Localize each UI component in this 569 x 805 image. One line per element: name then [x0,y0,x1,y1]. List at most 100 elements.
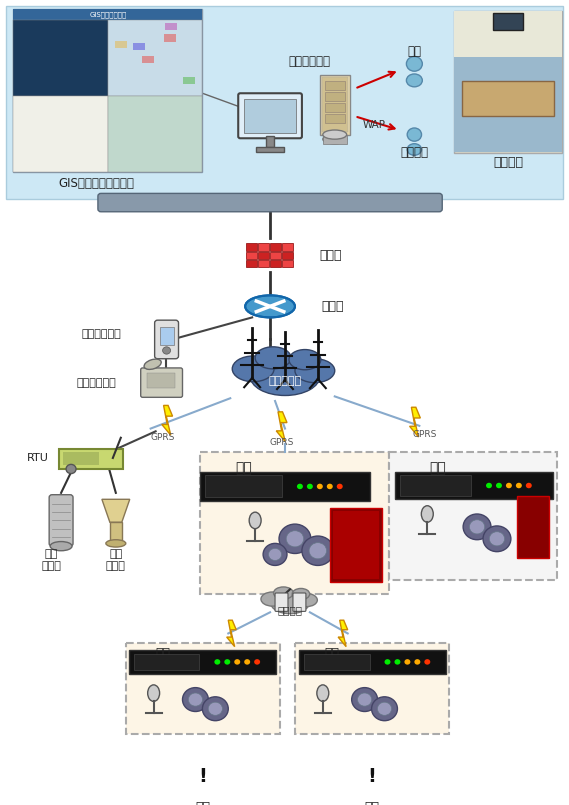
Text: 手机用户: 手机用户 [401,147,428,159]
Bar [164,23,176,30]
Bar [325,103,345,112]
Ellipse shape [323,134,347,144]
Bar [322,76,348,132]
Bar [304,654,370,671]
Polygon shape [338,620,348,646]
Bar [13,9,203,20]
Ellipse shape [274,587,293,599]
Bar [108,20,203,96]
Circle shape [317,484,323,489]
Bar [110,522,122,541]
Circle shape [394,659,401,665]
Bar [454,10,562,153]
Bar [142,56,154,63]
Bar [270,260,281,267]
Circle shape [66,464,76,473]
Ellipse shape [295,593,318,607]
Ellipse shape [289,349,321,369]
Bar [270,252,281,259]
Bar [126,642,280,734]
Text: GPRS: GPRS [412,431,436,440]
Circle shape [208,702,222,716]
Circle shape [424,659,430,665]
Ellipse shape [144,359,161,369]
FancyBboxPatch shape [141,368,183,398]
Circle shape [302,536,334,565]
Circle shape [307,484,313,489]
Circle shape [407,128,422,141]
Circle shape [489,532,505,546]
Ellipse shape [250,357,320,395]
Bar [13,20,108,96]
Ellipse shape [406,74,422,87]
Circle shape [463,514,491,539]
Text: 主控中心: 主控中心 [493,155,523,169]
Text: 雨量
传感器: 雨量 传感器 [106,549,126,571]
Circle shape [372,697,397,720]
Text: GIS灾害管理软件: GIS灾害管理软件 [89,11,126,18]
Ellipse shape [295,359,335,382]
Ellipse shape [255,347,291,369]
Circle shape [224,659,230,665]
Circle shape [279,524,311,554]
Bar [256,147,284,152]
Bar [246,243,257,251]
Ellipse shape [50,542,72,551]
FancyBboxPatch shape [238,93,302,138]
Text: 电话紧急播播: 电话紧急播播 [76,378,116,388]
Circle shape [269,548,282,560]
Text: RTU: RTU [27,453,49,463]
Bar [454,57,562,152]
Bar [390,452,556,580]
Circle shape [377,702,391,716]
Circle shape [188,693,203,706]
FancyBboxPatch shape [98,193,442,212]
Text: GIS灾害预警发布平台: GIS灾害预警发布平台 [58,177,134,190]
Polygon shape [162,406,172,436]
Bar [63,452,99,465]
Text: 村庄: 村庄 [195,802,210,805]
Text: GPRS: GPRS [150,433,175,442]
Ellipse shape [148,685,160,701]
Bar [517,496,549,558]
Circle shape [337,484,343,489]
Text: 水位
传感器: 水位 传感器 [41,549,61,571]
FancyBboxPatch shape [49,495,73,546]
Circle shape [506,483,512,489]
Circle shape [352,687,378,712]
Polygon shape [102,499,130,522]
Circle shape [244,659,250,665]
Ellipse shape [245,295,295,317]
Text: 数据库服务器: 数据库服务器 [289,55,331,68]
Bar [295,642,449,734]
Bar [320,75,350,134]
Circle shape [254,659,260,665]
Circle shape [263,543,287,565]
Polygon shape [410,407,420,437]
Circle shape [405,659,410,665]
Bar [282,260,293,267]
Bar [183,76,195,84]
Circle shape [357,693,372,706]
Bar [205,476,282,497]
Bar [147,374,175,388]
Bar [246,260,257,267]
Polygon shape [348,750,395,782]
Circle shape [286,530,304,547]
Polygon shape [226,620,236,646]
Circle shape [163,347,171,354]
Circle shape [203,697,228,720]
Ellipse shape [261,592,284,606]
Text: 主站: 主站 [235,461,252,475]
Ellipse shape [421,506,433,522]
Text: 手机短信播报: 手机短信播报 [81,329,121,339]
Circle shape [234,659,240,665]
Bar [282,252,293,259]
Bar [200,472,370,502]
Bar [200,452,390,594]
Bar [325,93,345,101]
Bar [401,476,471,496]
Bar [115,41,127,48]
Circle shape [385,659,390,665]
Circle shape [406,56,422,71]
